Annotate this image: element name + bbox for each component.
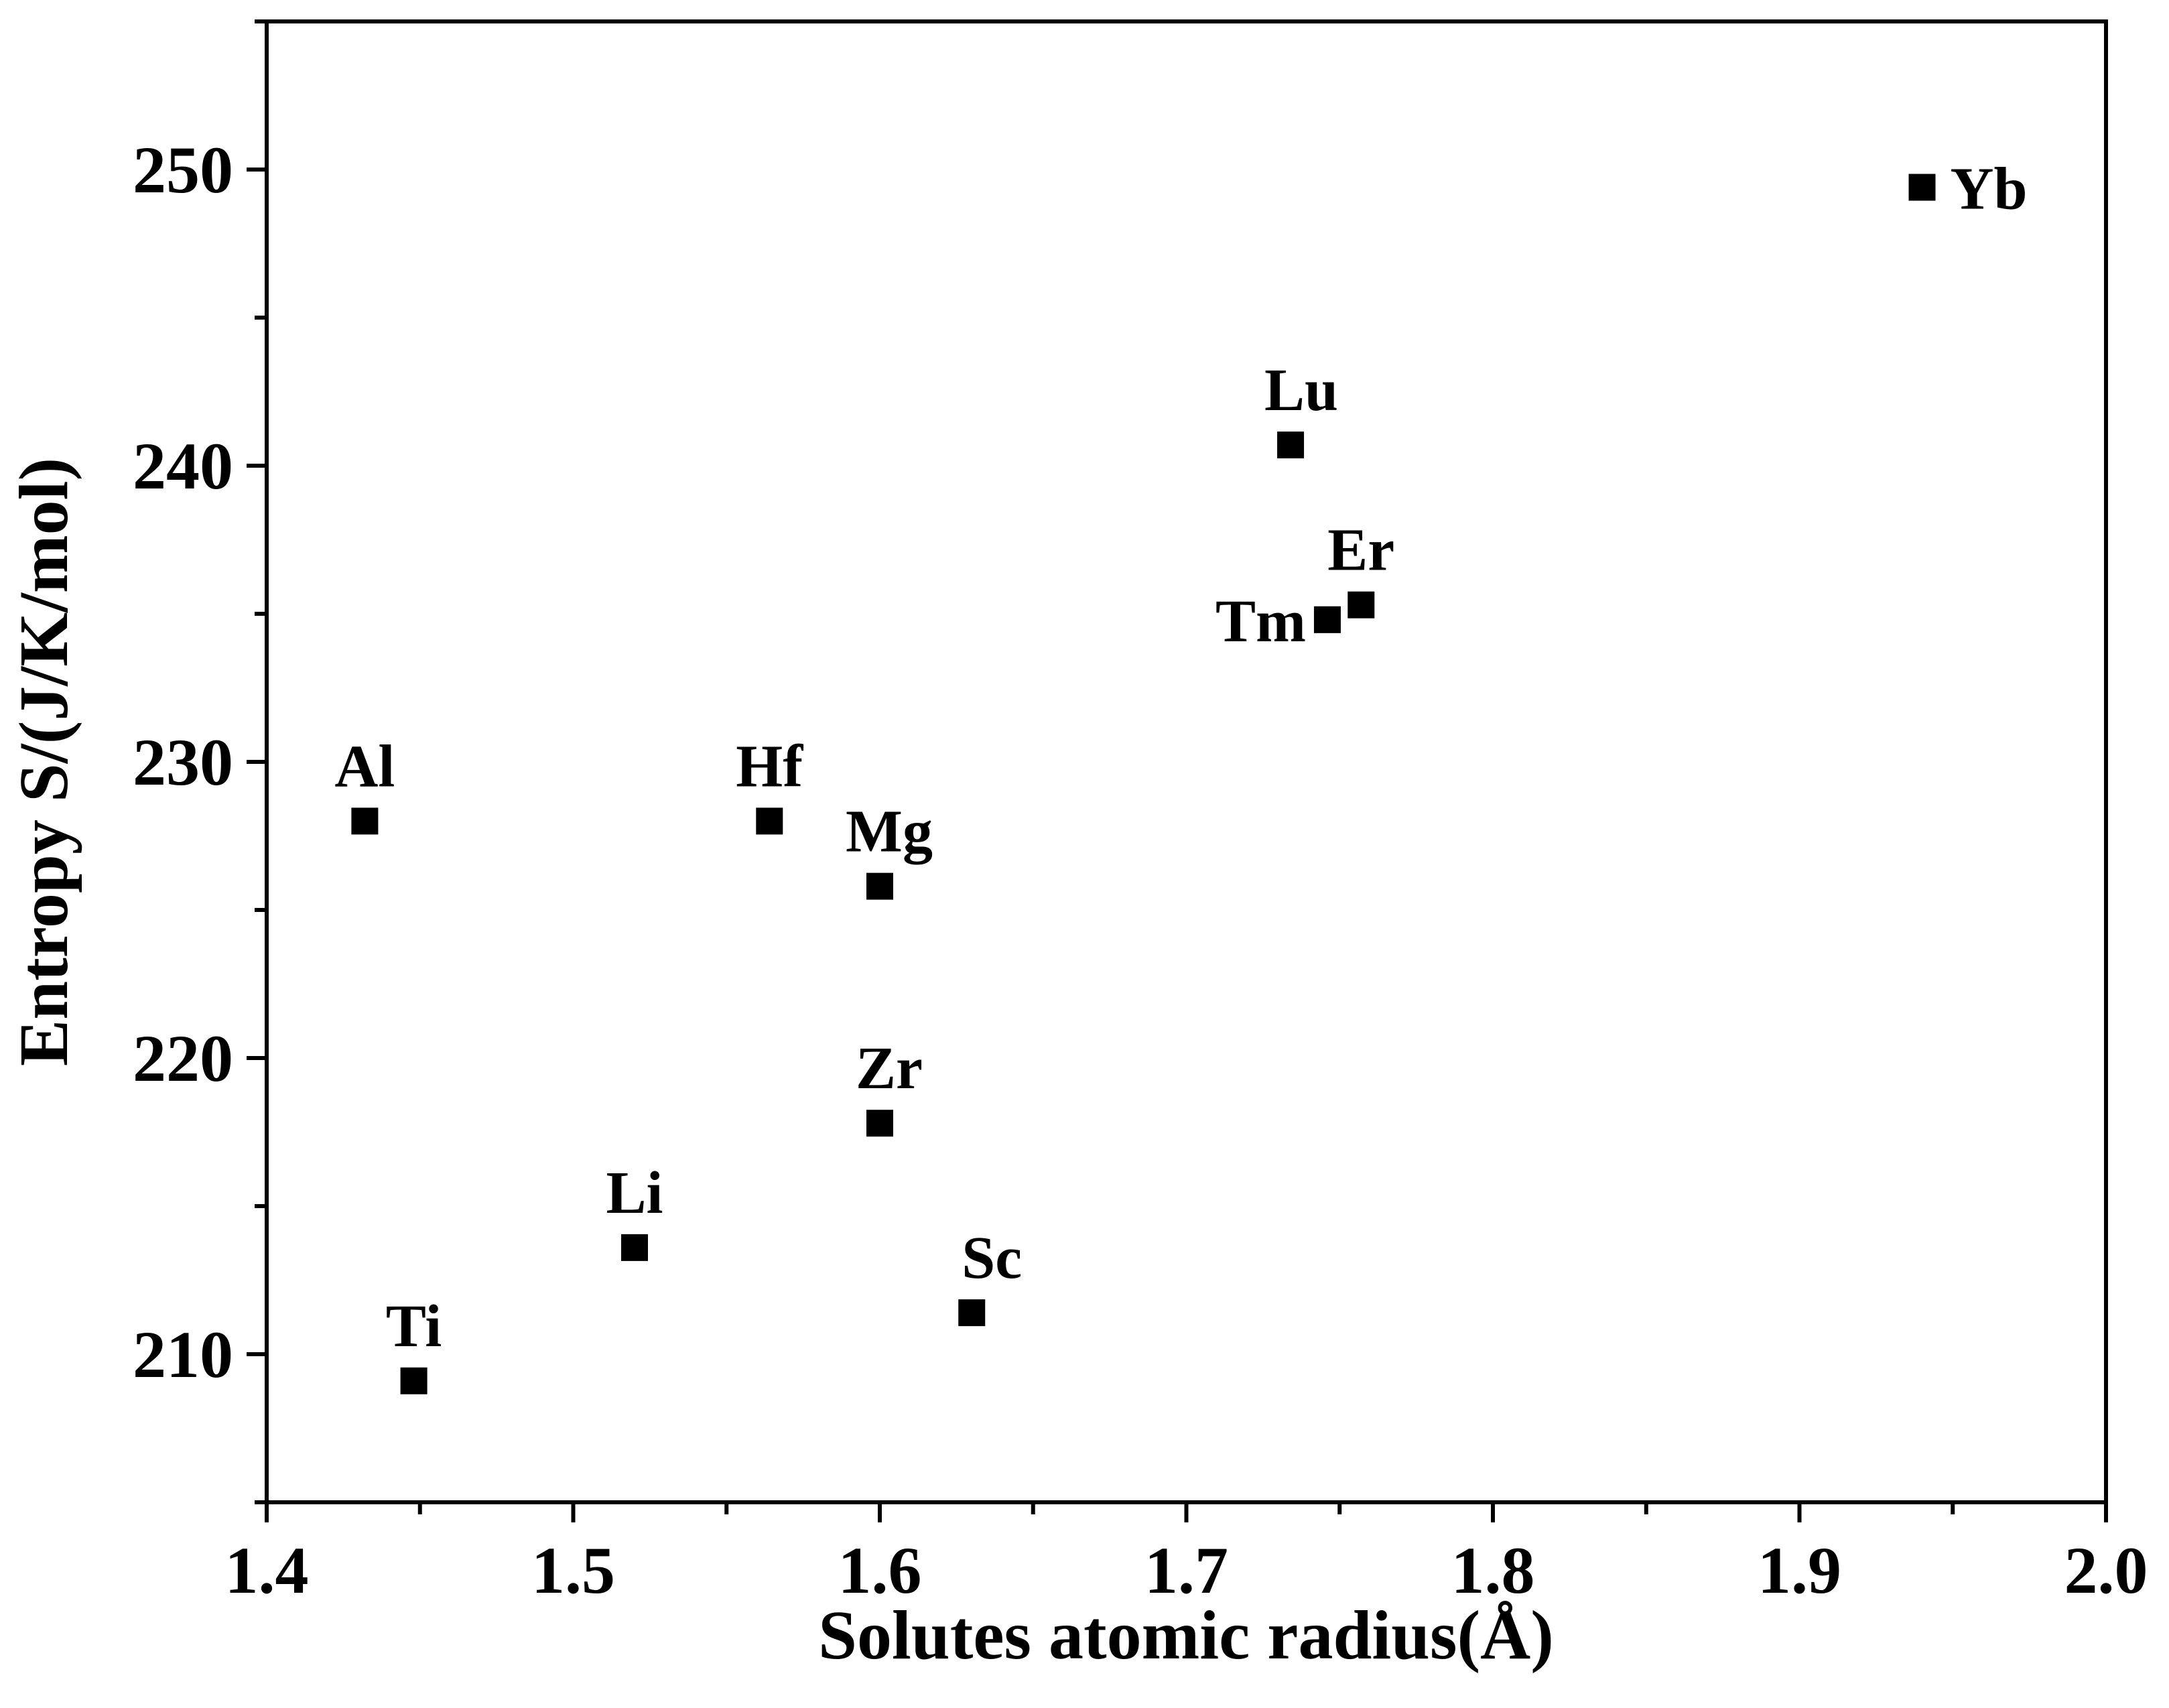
y-axis-title: Entropy S/(J/K/mol) [5, 458, 82, 1066]
data-point-hf [756, 807, 783, 835]
y-tick-label: 230 [133, 725, 233, 799]
point-label-yb: Yb [1951, 156, 2028, 222]
data-point-lu [1277, 432, 1305, 459]
data-point-ti [400, 1367, 428, 1394]
x-axis: 1.4 1.5 1.6 1.7 1.8 1.9 2.0 [225, 1502, 2148, 1607]
x-axis-title: Solutes atomic radius(Å) [818, 1597, 1554, 1674]
point-label-al: Al [334, 733, 395, 799]
point-label-hf: Hf [736, 733, 803, 799]
point-label-tm: Tm [1215, 588, 1306, 655]
y-tick-label: 250 [133, 133, 233, 207]
point-label-li: Li [606, 1160, 663, 1226]
data-point-mg [866, 872, 893, 900]
data-point-li [621, 1234, 648, 1261]
x-tick-label: 1.4 [225, 1533, 309, 1607]
x-tick-label: 1.5 [531, 1533, 615, 1607]
y-tick-label: 240 [133, 429, 233, 503]
point-label-sc: Sc [962, 1225, 1022, 1291]
data-point-yb [1908, 174, 1936, 201]
point-label-mg: Mg [846, 799, 933, 865]
x-tick-label: 1.6 [838, 1533, 922, 1607]
x-tick-label: 1.7 [1144, 1533, 1228, 1607]
point-label-lu: Lu [1264, 357, 1338, 423]
data-point-er [1348, 591, 1375, 618]
plot-frame [265, 19, 2108, 1504]
point-label-ti: Ti [386, 1293, 442, 1360]
y-tick-label: 220 [133, 1021, 233, 1096]
x-tick-label: 1.9 [1758, 1533, 1841, 1607]
point-label-er: Er [1327, 517, 1394, 584]
point-label-zr: Zr [856, 1035, 923, 1102]
y-tick-label: 210 [133, 1317, 233, 1392]
y-axis: 210 220 230 240 250 [133, 19, 267, 1504]
x-tick-label: 2.0 [2064, 1533, 2148, 1607]
data-point-zr [866, 1110, 893, 1137]
data-point-sc [958, 1299, 986, 1327]
data-point-al [351, 807, 379, 835]
data-points: Al Ti Li Hf Mg Zr Sc Lu Tm Er Yb [334, 156, 2028, 1394]
x-tick-label: 1.8 [1451, 1533, 1535, 1607]
data-point-tm [1313, 606, 1341, 633]
